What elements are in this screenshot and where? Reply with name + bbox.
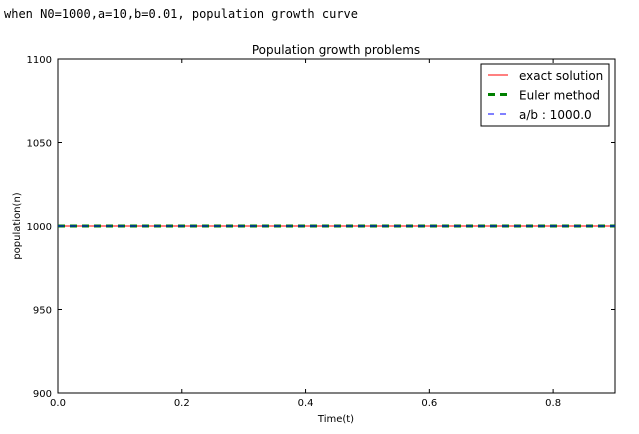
y-tick-label: 1000 xyxy=(27,222,52,233)
x-tick-label: 0.0 xyxy=(50,398,66,409)
x-tick-label: 0.8 xyxy=(545,398,561,409)
y-tick-label: 1100 xyxy=(27,55,52,66)
legend: exact solution Euler method a/b : 1000.0 xyxy=(480,63,610,127)
y-axis-label: population(n) xyxy=(12,192,23,259)
legend-label-2: Euler method xyxy=(519,89,600,103)
legend-label-1: exact solution xyxy=(519,69,603,83)
legend-label-3: a/b : 1000.0 xyxy=(519,108,592,122)
y-tick-label: 1050 xyxy=(27,139,52,150)
output-caption: when N0=1000,a=10,b=0.01, population gro… xyxy=(4,7,359,21)
y-tick-label: 950 xyxy=(33,306,52,317)
x-tick-label: 0.4 xyxy=(298,398,314,409)
x-tick-label: 0.2 xyxy=(174,398,190,409)
x-axis-label: Time(t) xyxy=(317,414,354,425)
y-tick-label: 900 xyxy=(33,389,52,400)
x-tick-label: 0.6 xyxy=(421,398,437,409)
chart-title: Population growth problems xyxy=(252,43,420,57)
